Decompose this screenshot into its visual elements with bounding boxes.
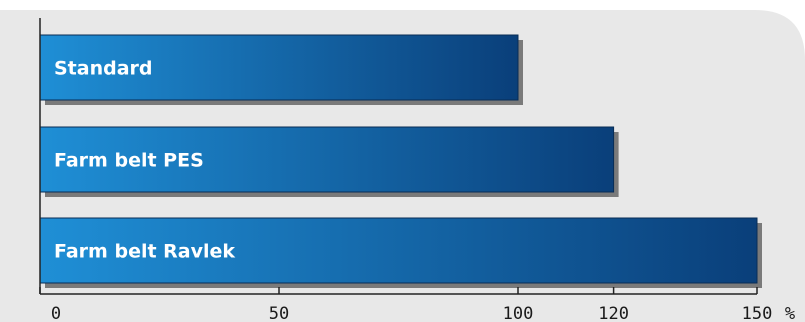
x-axis-unit-label: %: [785, 304, 795, 322]
bar-label: Farm belt Ravlek: [54, 241, 235, 263]
bar-label: Standard: [54, 58, 153, 80]
x-tick-label: 150: [742, 304, 773, 322]
bar: [39, 34, 519, 101]
x-tick-label: 120: [598, 304, 629, 322]
x-tick-label: 50: [269, 304, 289, 322]
bars-layer: Standard Farm belt PES Farm belt Ravlek: [39, 34, 762, 288]
ticks-layer: 0 50 100 120 150: [39, 287, 773, 322]
axis-layer: [39, 18, 757, 295]
bar: [39, 126, 615, 193]
bar-label: Farm belt PES: [54, 150, 204, 172]
x-tick-label: 0: [51, 304, 61, 322]
x-tick-label: 100: [503, 304, 534, 322]
bar: [39, 217, 758, 284]
